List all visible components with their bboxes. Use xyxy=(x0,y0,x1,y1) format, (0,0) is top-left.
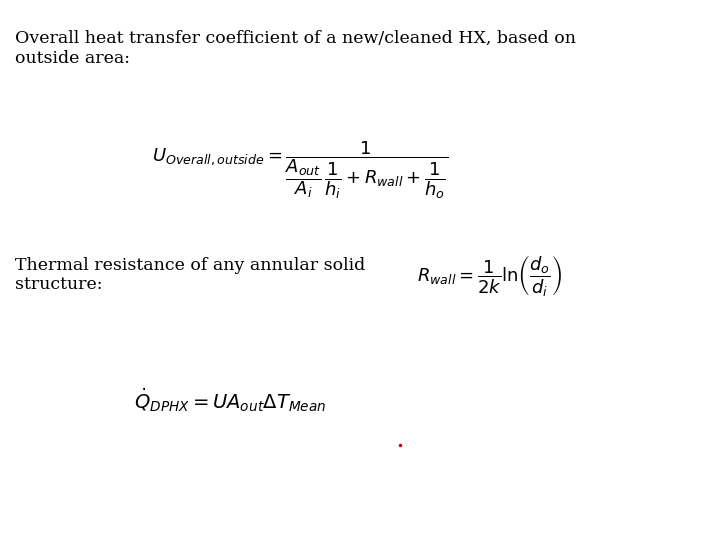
Text: $\dot{Q}_{DPHX} = UA_{out}\Delta T_{Mean}$: $\dot{Q}_{DPHX} = UA_{out}\Delta T_{Mean… xyxy=(134,386,326,414)
Text: Thermal resistance of any annular solid
structure:: Thermal resistance of any annular solid … xyxy=(15,256,365,293)
Text: Overall heat transfer coefficient of a new/cleaned HX, based on
outside area:: Overall heat transfer coefficient of a n… xyxy=(15,30,576,66)
Text: $R_{wall} = \dfrac{1}{2k}\ln\!\left(\dfrac{d_o}{d_i}\right)$: $R_{wall} = \dfrac{1}{2k}\ln\!\left(\dfr… xyxy=(418,253,562,298)
Text: $U_{\mathit{Overall,outside}} = \dfrac{1}{\dfrac{A_{out}}{A_i}\,\dfrac{1}{h_i} +: $U_{\mathit{Overall,outside}} = \dfrac{1… xyxy=(152,139,448,201)
